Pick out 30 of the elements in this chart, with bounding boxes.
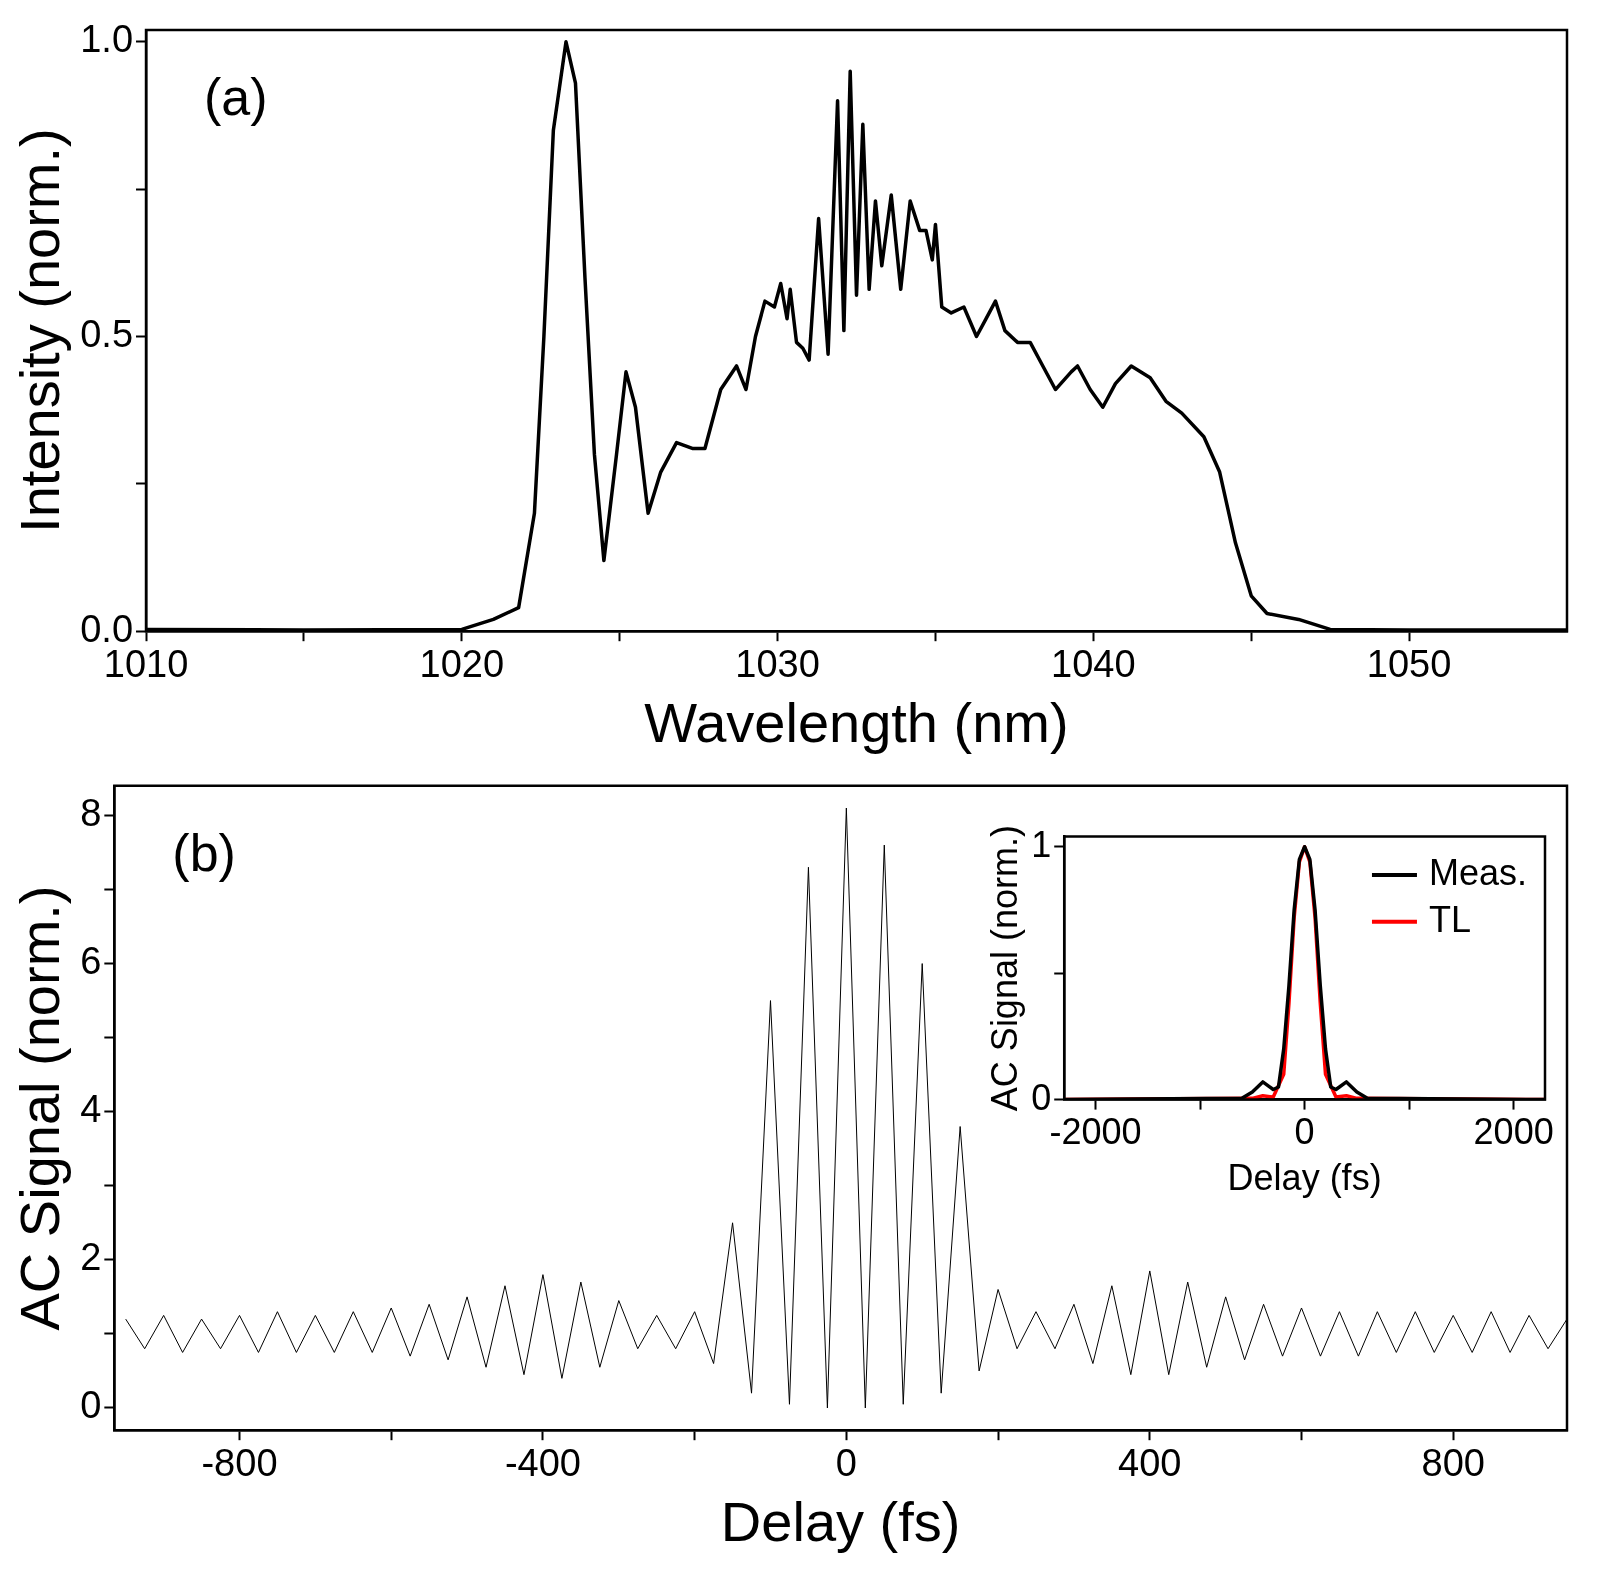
x-tick-label: -2000 [1049, 1111, 1142, 1153]
x-tick-label: 800 [1421, 1442, 1485, 1485]
y-axis-title: AC Signal (norm.) [983, 825, 1025, 1112]
x-axis-title: Delay (fs) [1227, 1157, 1382, 1199]
x-axis-title: Delay (fs) [720, 1489, 961, 1553]
y-tick-label: 8 [80, 791, 102, 834]
x-tick-label: 1050 [1366, 643, 1452, 686]
x-tick-label: 1020 [419, 643, 505, 686]
y-tick-label: 1 [1031, 823, 1052, 865]
legend-label: TL [1428, 898, 1471, 940]
y-axis-title: Intensity (norm.) [8, 128, 72, 533]
legend-label: Meas. [1428, 851, 1528, 893]
x-tick-label: -400 [504, 1442, 581, 1485]
y-tick-label: 2 [80, 1236, 102, 1279]
y-axis-title: AC Signal (norm.) [8, 885, 72, 1331]
y-tick-label: 1.0 [80, 18, 134, 61]
y-tick-label: 4 [80, 1088, 102, 1131]
x-tick-label: 0 [835, 1442, 857, 1485]
x-tick-label: 2000 [1473, 1111, 1554, 1153]
x-tick-label: 400 [1118, 1442, 1182, 1485]
annotation: (b) [172, 824, 236, 883]
x-tick-label: 1030 [735, 643, 820, 686]
x-tick-label: -800 [201, 1442, 278, 1485]
x-axis-title: Wavelength (nm) [644, 690, 1069, 754]
x-tick-label: 0 [1294, 1111, 1315, 1153]
annotation: (a) [204, 68, 268, 127]
y-tick-label: 0.5 [80, 312, 134, 355]
y-tick-label: 6 [80, 940, 102, 983]
x-tick-label: 1040 [1051, 643, 1136, 686]
y-tick-label: 0 [80, 1384, 102, 1427]
